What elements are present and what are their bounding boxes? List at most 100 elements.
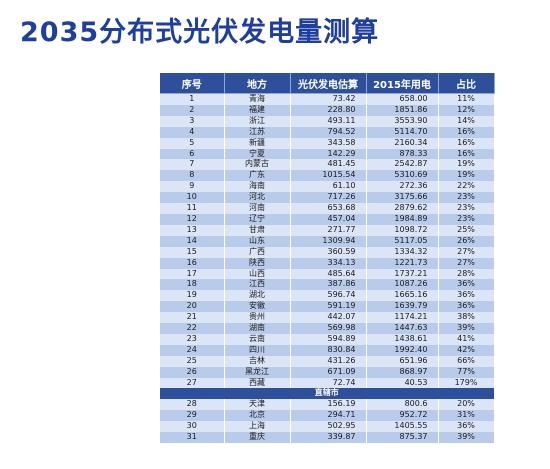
cell-region: 甘肃 xyxy=(224,224,291,236)
cell-ratio: 16% xyxy=(438,126,495,138)
cell-index: 7 xyxy=(160,159,225,171)
cell-index: 29 xyxy=(160,410,225,422)
cell-pv-estimate: 493.11 xyxy=(290,115,367,127)
cell-ratio: 19% xyxy=(438,159,495,171)
table-row: 17 山西 485.64 1737.21 28% xyxy=(160,268,495,280)
cell-2015-consumption: 1438.61 xyxy=(366,333,439,345)
cell-region: 江西 xyxy=(224,279,291,291)
cell-index: 1 xyxy=(160,93,225,105)
cell-pv-estimate: 271.77 xyxy=(290,224,367,236)
cell-region: 湖北 xyxy=(224,290,291,302)
cell-ratio: 36% xyxy=(438,301,495,313)
cell-ratio: 14% xyxy=(438,115,495,127)
cell-index: 31 xyxy=(160,432,225,443)
table-row: 28 天津 156.19 800.6 20% xyxy=(160,399,495,411)
cell-2015-consumption: 658.00 xyxy=(366,93,439,105)
table-row: 26 黑龙江 671.09 868.97 77% xyxy=(160,366,495,378)
table-row: 12 辽宁 457.04 1984.89 23% xyxy=(160,213,495,225)
cell-ratio: 38% xyxy=(438,312,495,324)
cell-index: 8 xyxy=(160,170,225,182)
cell-ratio: 41% xyxy=(438,333,495,345)
cell-ratio: 19% xyxy=(438,170,495,182)
cell-ratio: 27% xyxy=(438,246,495,258)
cell-2015-consumption: 1087.26 xyxy=(366,279,439,291)
cell-region: 河南 xyxy=(224,203,291,214)
cell-region: 宁夏 xyxy=(224,148,291,160)
header-pv-estimate: 光伏发电估算 xyxy=(290,73,367,94)
table-row: 11 河南 653.68 2879.62 23% xyxy=(160,203,495,214)
cell-region: 内蒙古 xyxy=(224,159,291,171)
cell-index: 3 xyxy=(160,115,225,127)
cell-2015-consumption: 1984.89 xyxy=(366,213,439,225)
table-row: 9 海南 61.10 272.36 22% xyxy=(160,181,495,193)
table-row: 24 四川 830.84 1992.40 42% xyxy=(160,344,495,356)
cell-region: 陕西 xyxy=(224,257,291,269)
cell-pv-estimate: 334.13 xyxy=(290,257,367,269)
cell-pv-estimate: 594.89 xyxy=(290,333,367,345)
cell-pv-estimate: 671.09 xyxy=(290,366,367,378)
cell-region: 河北 xyxy=(224,192,291,204)
table-row: 5 新疆 343.58 2160.34 16% xyxy=(160,137,495,149)
table-body: 1 青海 73.42 658.00 11% 2 福建 228.80 1851.86 12% 3 浙江 4… xyxy=(160,93,495,443)
cell-index: 22 xyxy=(160,323,225,334)
section-row: 直辖市 xyxy=(160,388,495,400)
cell-pv-estimate: 1015.54 xyxy=(290,170,367,182)
cell-region: 西藏 xyxy=(224,377,291,389)
cell-ratio: 66% xyxy=(438,355,495,367)
cell-2015-consumption: 1447.63 xyxy=(366,323,439,334)
cell-pv-estimate: 794.52 xyxy=(290,126,367,138)
cell-pv-estimate: 73.42 xyxy=(290,93,367,105)
cell-2015-consumption: 1098.72 xyxy=(366,224,439,236)
table-row: 4 江苏 794.52 5114.70 16% xyxy=(160,126,495,138)
table-row: 16 陕西 334.13 1221.73 27% xyxy=(160,257,495,269)
cell-ratio: 36% xyxy=(438,421,495,433)
table-row: 3 浙江 493.11 3553.90 14% xyxy=(160,115,495,127)
cell-pv-estimate: 457.04 xyxy=(290,213,367,225)
cell-index: 23 xyxy=(160,333,225,345)
cell-pv-estimate: 442.07 xyxy=(290,312,367,324)
cell-2015-consumption: 2160.34 xyxy=(366,137,439,149)
cell-index: 10 xyxy=(160,192,225,204)
cell-region: 山东 xyxy=(224,235,291,247)
table-row: 13 甘肃 271.77 1098.72 25% xyxy=(160,224,495,236)
cell-region: 云南 xyxy=(224,333,291,345)
cell-region: 江苏 xyxy=(224,126,291,138)
cell-2015-consumption: 800.6 xyxy=(366,399,439,411)
cell-pv-estimate: 156.19 xyxy=(290,399,367,411)
cell-pv-estimate: 1309.94 xyxy=(290,235,367,247)
cell-2015-consumption: 1639.79 xyxy=(366,301,439,313)
cell-pv-estimate: 387.86 xyxy=(290,279,367,291)
data-table-container: 序号 地方 光伏发电估算 2015年用电 占比 1 青海 73.42 658.00 11… xyxy=(160,73,495,443)
cell-ratio: 16% xyxy=(438,137,495,149)
cell-ratio: 26% xyxy=(438,235,495,247)
cell-2015-consumption: 3553.90 xyxy=(366,115,439,127)
cell-pv-estimate: 228.80 xyxy=(290,104,367,116)
cell-index: 21 xyxy=(160,312,225,324)
table-row: 27 西藏 72.74 40.53 179% xyxy=(160,377,495,389)
cell-region: 北京 xyxy=(224,410,291,422)
table-row: 20 安徽 591.19 1639.79 36% xyxy=(160,301,495,313)
cell-2015-consumption: 5117.05 xyxy=(366,235,439,247)
cell-pv-estimate: 142.29 xyxy=(290,148,367,160)
cell-region: 吉林 xyxy=(224,355,291,367)
cell-ratio: 42% xyxy=(438,344,495,356)
cell-index: 25 xyxy=(160,355,225,367)
cell-index: 27 xyxy=(160,377,225,389)
table-row: 7 内蒙古 481.45 2542.87 19% xyxy=(160,159,495,171)
table-row: 29 北京 294.71 952.72 31% xyxy=(160,410,495,422)
cell-region: 天津 xyxy=(224,399,291,411)
table-row: 2 福建 228.80 1851.86 12% xyxy=(160,104,495,116)
cell-pv-estimate: 339.87 xyxy=(290,432,367,443)
cell-2015-consumption: 1334.32 xyxy=(366,246,439,258)
cell-pv-estimate: 431.26 xyxy=(290,355,367,367)
cell-region: 福建 xyxy=(224,104,291,116)
table-row: 1 青海 73.42 658.00 11% xyxy=(160,93,495,105)
cell-region: 浙江 xyxy=(224,115,291,127)
cell-ratio: 31% xyxy=(438,410,495,422)
cell-region: 青海 xyxy=(224,93,291,105)
cell-region: 山西 xyxy=(224,268,291,280)
cell-2015-consumption: 952.72 xyxy=(366,410,439,422)
cell-ratio: 39% xyxy=(438,323,495,334)
cell-2015-consumption: 878.33 xyxy=(366,148,439,160)
cell-index: 15 xyxy=(160,246,225,258)
